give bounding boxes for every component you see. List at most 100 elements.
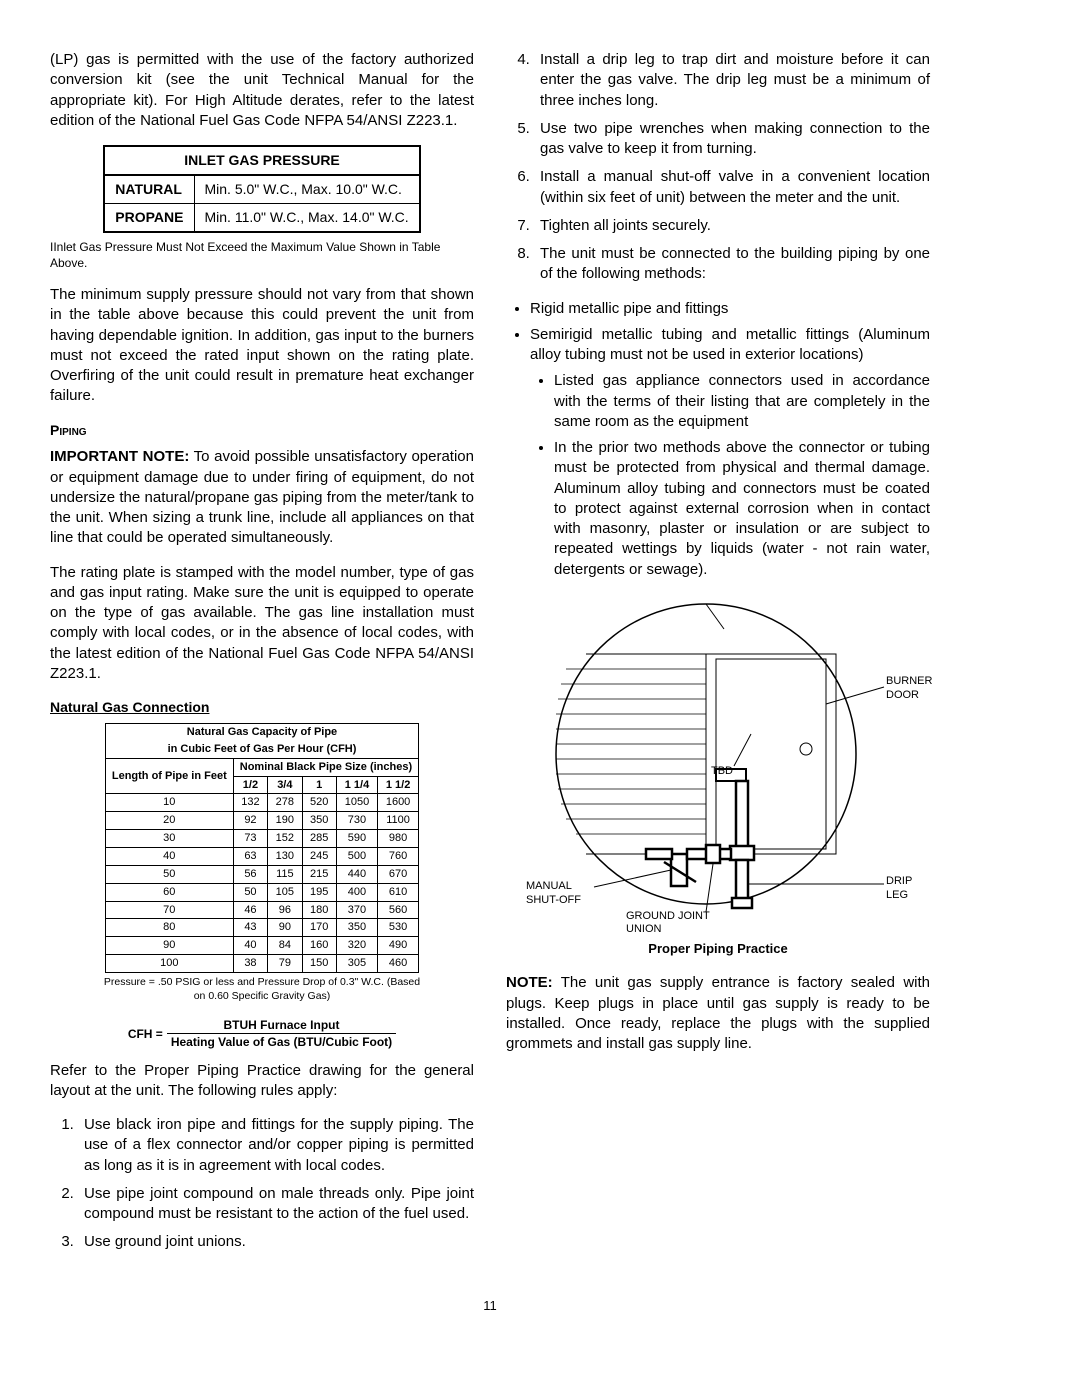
gas-cell: 350 xyxy=(302,812,336,830)
diagram-ground-label: GROUND JOINT xyxy=(626,910,710,922)
gas-cell: 285 xyxy=(302,830,336,848)
gas-cell: 730 xyxy=(336,812,377,830)
gas-cell: 1600 xyxy=(378,794,419,812)
gas-row: 1003879150305460 xyxy=(105,955,418,973)
important-label: IMPORTANT NOTE: xyxy=(50,448,189,465)
note-body: The unit gas supply entrance is factory … xyxy=(506,974,930,1052)
subbullet-item: In the prior two methods above the conne… xyxy=(554,438,930,580)
gas-nominal-label: Nominal Black Pipe Size (inches) xyxy=(233,758,418,776)
gas-row: 6050105195400610 xyxy=(105,883,418,901)
note-label: NOTE: xyxy=(506,974,553,991)
gas-cell: 96 xyxy=(268,901,302,919)
left-column: (LP) gas is permitted with the use of th… xyxy=(50,50,474,1267)
rule-item: Use two pipe wrenches when making connec… xyxy=(534,119,930,160)
pressure-row-value: Min. 5.0" W.C., Max. 10.0" W.C. xyxy=(194,175,420,203)
gas-cell: 460 xyxy=(378,955,419,973)
diagram-caption: Proper Piping Practice xyxy=(506,940,930,958)
gas-cell: 320 xyxy=(336,937,377,955)
gas-table-footnote: Pressure = .50 PSIG or less and Pressure… xyxy=(102,975,422,1003)
gas-size: 1 1/2 xyxy=(378,776,419,794)
gas-cell: 79 xyxy=(268,955,302,973)
pressure-note: IInlet Gas Pressure Must Not Exceed the … xyxy=(50,239,474,271)
gas-cell: 130 xyxy=(268,847,302,865)
diagram-manual-label: MANUAL xyxy=(526,880,572,892)
gas-cell: 80 xyxy=(105,919,233,937)
gas-row: 704696180370560 xyxy=(105,901,418,919)
gas-row: 20921903507301100 xyxy=(105,812,418,830)
gas-cell: 760 xyxy=(378,847,419,865)
gas-cell: 50 xyxy=(233,883,267,901)
gas-cell: 180 xyxy=(302,901,336,919)
gas-cell: 610 xyxy=(378,883,419,901)
diagram-burner-label: BURNER xyxy=(886,675,933,687)
gas-cell: 38 xyxy=(233,955,267,973)
gas-cell: 278 xyxy=(268,794,302,812)
diagram-burner-label2: DOOR xyxy=(886,689,919,701)
gas-cell: 40 xyxy=(233,937,267,955)
gas-cell: 150 xyxy=(302,955,336,973)
gas-cell: 590 xyxy=(336,830,377,848)
gas-cell: 40 xyxy=(105,847,233,865)
gas-row: 3073152285590980 xyxy=(105,830,418,848)
gas-cell: 70 xyxy=(105,901,233,919)
gas-length-label: Length of Pipe in Feet xyxy=(105,758,233,794)
piping-heading: Piping xyxy=(50,421,474,440)
subbullet-item: Listed gas appliance connectors used in … xyxy=(554,371,930,432)
rule-item: Install a manual shut-off valve in a con… xyxy=(534,167,930,208)
cfh-formula: CFH = BTUH Furnace Input Heating Value o… xyxy=(50,1017,474,1050)
gas-row: 1013227852010501600 xyxy=(105,794,418,812)
gas-cell: 100 xyxy=(105,955,233,973)
gas-cell: 160 xyxy=(302,937,336,955)
formula-denominator: Heating Value of Gas (BTU/Cubic Foot) xyxy=(167,1034,396,1050)
gas-head1: Natural Gas Capacity of Pipe xyxy=(105,724,418,741)
gas-cell: 90 xyxy=(268,919,302,937)
gas-cell: 132 xyxy=(233,794,267,812)
gas-cell: 63 xyxy=(233,847,267,865)
gas-cell: 73 xyxy=(233,830,267,848)
diagram-drip-label2: LEG xyxy=(886,889,908,901)
rules-list-right: Install a drip leg to trap dirt and mois… xyxy=(506,50,930,285)
gas-cell: 350 xyxy=(336,919,377,937)
gas-cell: 370 xyxy=(336,901,377,919)
diagram-tbd-label: TBD xyxy=(711,765,733,777)
gas-row: 4063130245500760 xyxy=(105,847,418,865)
gas-head2: in Cubic Feet of Gas Per Hour (CFH) xyxy=(105,741,418,758)
gas-size: 1 1/4 xyxy=(336,776,377,794)
gas-cell: 30 xyxy=(105,830,233,848)
gas-cell: 50 xyxy=(105,865,233,883)
gas-cell: 46 xyxy=(233,901,267,919)
gas-cell: 530 xyxy=(378,919,419,937)
gas-cell: 92 xyxy=(233,812,267,830)
gas-row: 5056115215440670 xyxy=(105,865,418,883)
gas-cell: 56 xyxy=(233,865,267,883)
gas-size: 3/4 xyxy=(268,776,302,794)
important-note-paragraph: IMPORTANT NOTE: To avoid possible unsati… xyxy=(50,447,474,548)
natural-gas-heading: Natural Gas Connection xyxy=(50,698,474,717)
rule-item: Use ground joint unions. xyxy=(78,1232,474,1252)
gas-cell: 1100 xyxy=(378,812,419,830)
gas-cell: 190 xyxy=(268,812,302,830)
gas-cell: 215 xyxy=(302,865,336,883)
gas-cell: 560 xyxy=(378,901,419,919)
gas-cell: 1050 xyxy=(336,794,377,812)
gas-row: 804390170350530 xyxy=(105,919,418,937)
diagram-manual-label2: SHUT-OFF xyxy=(526,894,581,906)
pressure-row-label: NATURAL xyxy=(104,175,194,203)
right-column: Install a drip leg to trap dirt and mois… xyxy=(506,50,930,1267)
gas-cell: 500 xyxy=(336,847,377,865)
supply-pressure-paragraph: The minimum supply pressure should not v… xyxy=(50,285,474,407)
gas-cell: 10 xyxy=(105,794,233,812)
formula-numerator: BTUH Furnace Input xyxy=(167,1017,396,1034)
final-note: NOTE: The unit gas supply entrance is fa… xyxy=(506,973,930,1054)
gas-cell: 152 xyxy=(268,830,302,848)
gas-cell: 20 xyxy=(105,812,233,830)
gas-cell: 170 xyxy=(302,919,336,937)
pressure-row-label: PROPANE xyxy=(104,203,194,231)
piping-diagram: TBD BURNER DOOR MANUAL SHUT-OFF GROUND J… xyxy=(506,594,930,958)
bullet-item: Semirigid metallic tubing and metallic f… xyxy=(530,325,930,366)
gas-row: 904084160320490 xyxy=(105,937,418,955)
gas-cell: 90 xyxy=(105,937,233,955)
gas-cell: 115 xyxy=(268,865,302,883)
page-number: 11 xyxy=(50,1297,930,1315)
formula-lhs: CFH = xyxy=(128,1026,163,1042)
